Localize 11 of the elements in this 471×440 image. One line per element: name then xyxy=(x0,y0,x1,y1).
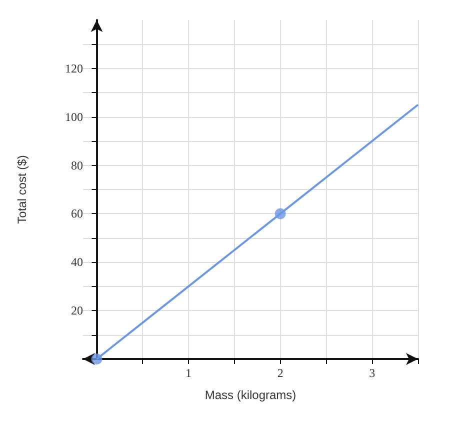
y-tick-label: 120 xyxy=(65,61,83,76)
x-tick-label: 1 xyxy=(186,366,192,380)
y-tick-label: 40 xyxy=(71,255,83,270)
y-tick-label: 20 xyxy=(71,304,83,318)
y-tick-label: 80 xyxy=(71,158,83,172)
x-axis-title: Mass (kilograms) xyxy=(204,388,296,402)
x-tick-label: 2 xyxy=(277,366,284,380)
x-tick-label: 3 xyxy=(369,366,376,380)
y-axis-title: Total cost ($) xyxy=(15,155,29,224)
y-tick-label: 100 xyxy=(65,110,83,124)
y-tick-label: 60 xyxy=(71,206,83,221)
